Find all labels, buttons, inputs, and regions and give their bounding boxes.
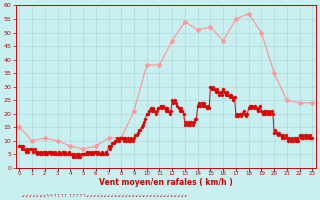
X-axis label: Vent moyen/en rafales ( km/h ): Vent moyen/en rafales ( km/h ) xyxy=(99,178,233,187)
Text: ↙↙↙↙↙↙↙↖↖↑↑↑↑ ↑↑↑↑↑↙↙↙↙↙↙↙↙↙↙↙↙↙↙↙↙↙↙↙↙↙↙↙↙↙↙↙↙↙: ↙↙↙↙↙↙↙↖↖↑↑↑↑ ↑↑↑↑↑↙↙↙↙↙↙↙↙↙↙↙↙↙↙↙↙↙↙↙↙↙… xyxy=(21,194,187,198)
